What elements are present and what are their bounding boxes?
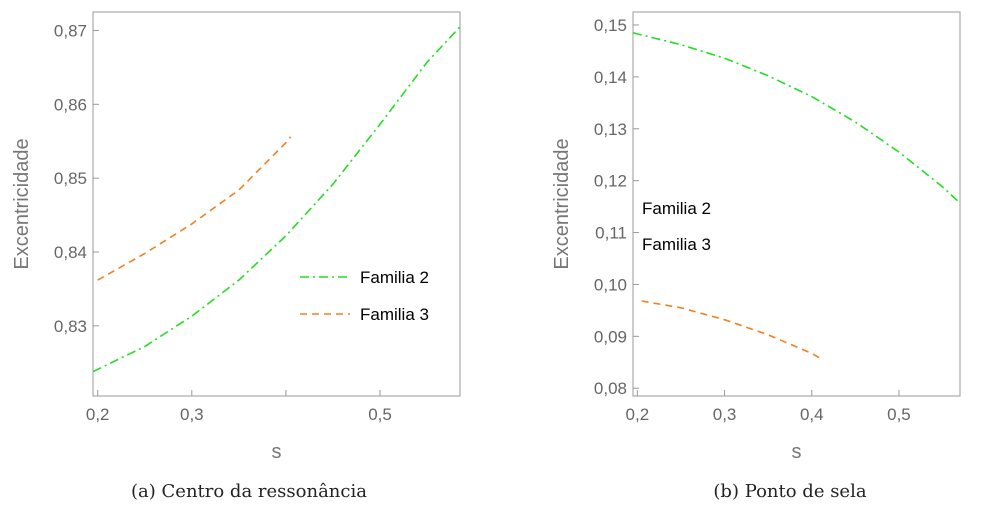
y-tick-label: 0,83	[54, 317, 87, 336]
series-line-familia-2	[92, 26, 461, 373]
y-axis-label: Excentricidade	[11, 138, 33, 269]
legend-label: Familia 2	[642, 199, 711, 218]
y-tick-label: 0,14	[594, 68, 627, 87]
x-axis-label: s	[272, 441, 282, 463]
y-tick-label: 0,86	[54, 95, 87, 114]
y-tick-label: 0,13	[594, 120, 627, 139]
figure-caption: (b) Ponto de sela	[713, 481, 866, 502]
figure-caption: (a) Centro da ressonância	[131, 481, 367, 502]
plot-frame	[92, 11, 461, 397]
y-tick-label: 0,15	[594, 16, 627, 35]
y-tick-label: 0,84	[54, 243, 87, 262]
series-line-familia-3	[97, 136, 292, 281]
y-tick-label: 0,10	[594, 275, 627, 294]
chart-panel-a: 0,2 0,3 0,5 0,83 0,84 0,85 0,86 0,87 s Excentrici…	[11, 11, 461, 502]
y-tick-label: 0,85	[54, 169, 87, 188]
legend-label: Familia 2	[360, 268, 429, 287]
x-tick-label: 0,4	[800, 405, 824, 424]
legend-label: Familia 3	[642, 235, 711, 254]
x-tick-label: 0,5	[368, 405, 392, 424]
y-axis-label: Excentricidade	[551, 138, 573, 269]
x-tick-label: 0,5	[887, 405, 911, 424]
series-line-familia-2	[632, 32, 961, 204]
chart-panel-b: 0,2 0,3 0,4 0,5 0,08 0,09 0,10 0,11 0,12 0,13 0,14…	[551, 11, 961, 502]
y-tick-label: 0,09	[594, 327, 627, 346]
y-tick-label: 0,08	[594, 379, 627, 398]
x-axis-label: s	[792, 441, 802, 463]
x-tick-label: 0,2	[86, 405, 110, 424]
series-line-familia-3	[641, 300, 821, 360]
x-tick-label: 0,3	[713, 405, 737, 424]
x-tick-label: 0,2	[626, 405, 650, 424]
y-tick-label: 0,12	[594, 172, 627, 191]
legend-label: Familia 3	[360, 305, 429, 324]
x-tick-label: 0,3	[180, 405, 204, 424]
plot-frame	[632, 11, 961, 397]
y-tick-label: 0,11	[595, 224, 627, 243]
y-tick-label: 0,87	[54, 21, 87, 40]
